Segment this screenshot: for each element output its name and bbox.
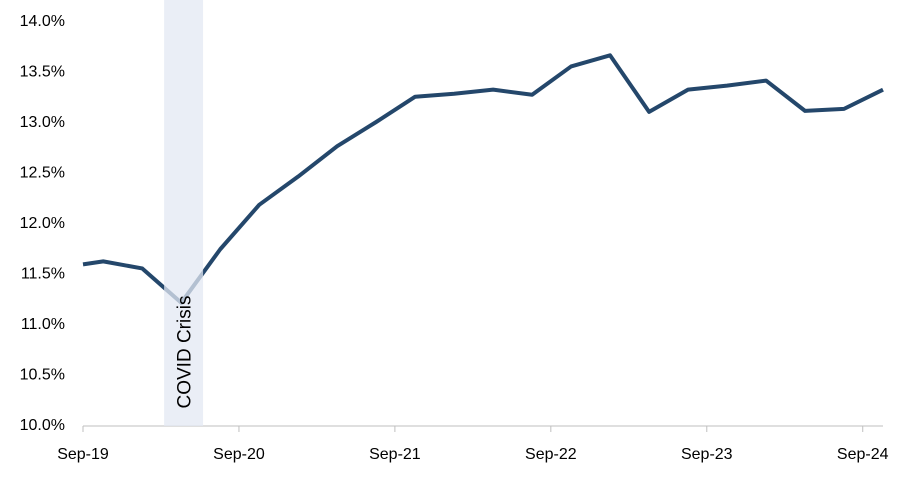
x-tick-label: Sep-22 (525, 446, 577, 463)
shaded-period (164, 0, 204, 426)
x-tick-label: Sep-20 (213, 446, 265, 463)
y-tick-label: 11.0% (21, 316, 65, 333)
x-tick-label: Sep-24 (837, 446, 889, 463)
shade-label: COVID Crisis (175, 296, 196, 409)
y-tick-label: 12.0% (20, 215, 65, 232)
y-tick-label: 14.0% (20, 13, 65, 30)
y-tick-label: 10.0% (20, 417, 65, 434)
y-tick-label: 13.0% (20, 114, 65, 131)
y-tick-label: 13.5% (20, 64, 65, 81)
x-tick-label: Sep-19 (57, 446, 109, 463)
y-tick-label: 11.5% (21, 266, 65, 283)
x-tick-label: Sep-23 (681, 446, 733, 463)
y-tick-label: 12.5% (20, 165, 65, 182)
y-tick-label: 10.5% (20, 367, 65, 384)
x-tick-label: Sep-21 (369, 446, 421, 463)
